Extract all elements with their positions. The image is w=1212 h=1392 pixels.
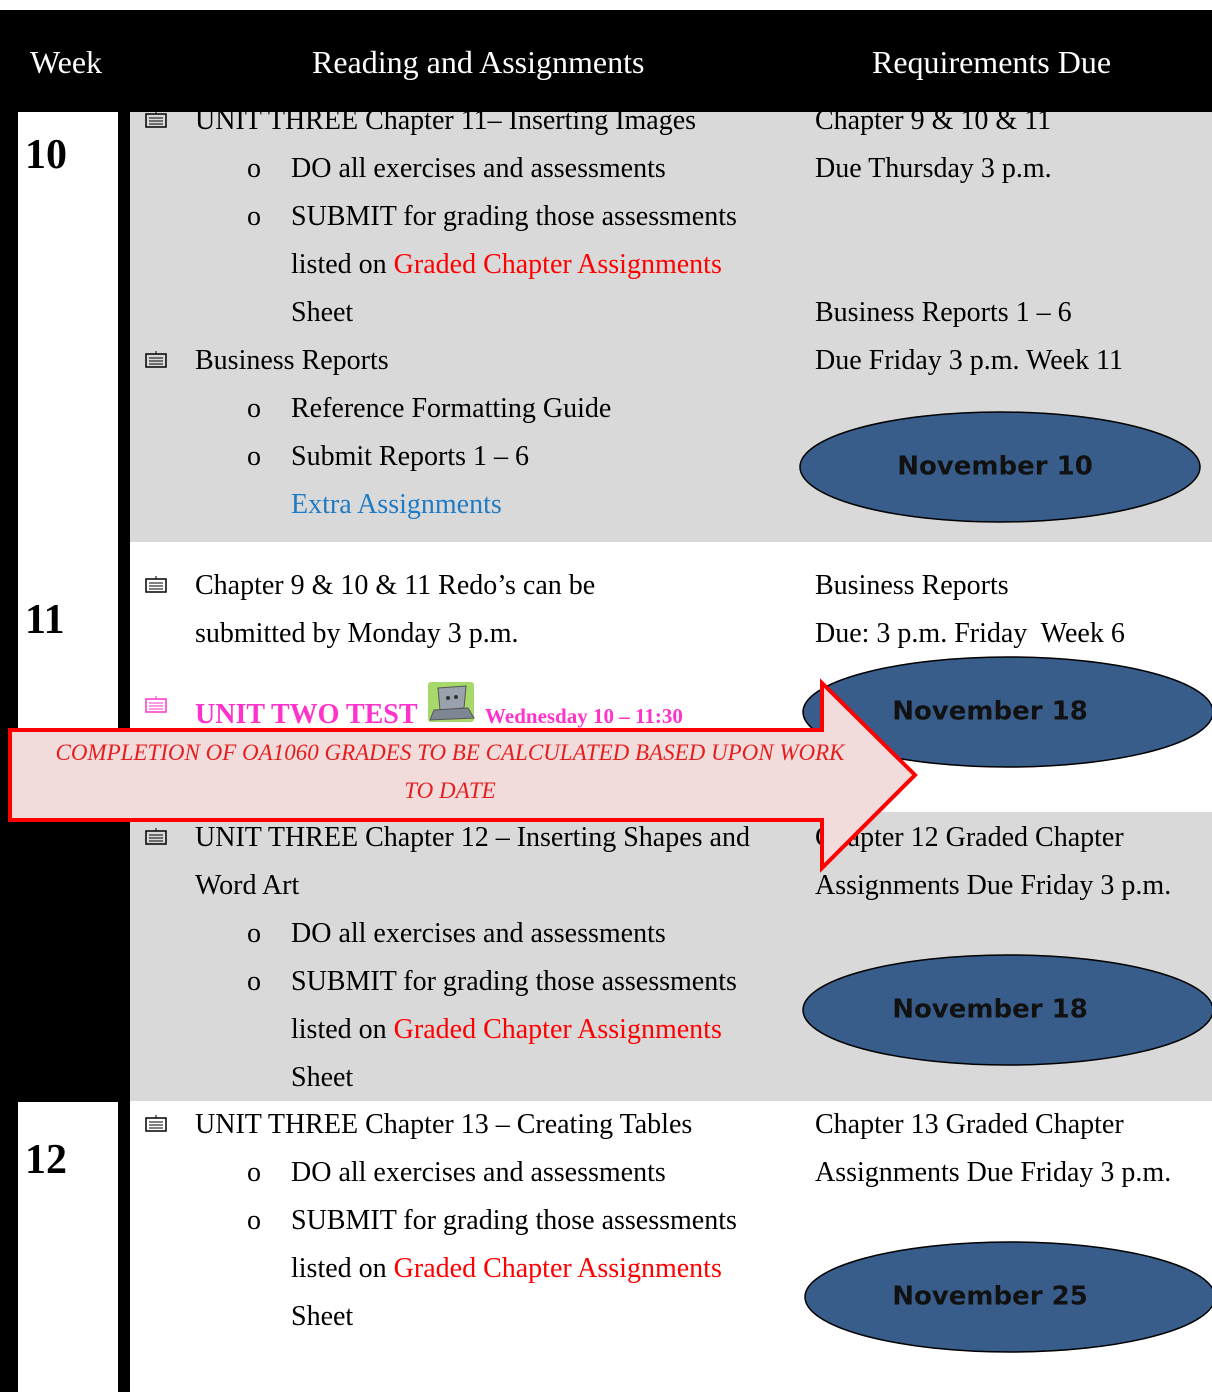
sub-text: SUBMIT for grading those assessments lis… xyxy=(291,966,737,1045)
sub-item: o SUBMIT for grading those assessments li… xyxy=(130,1197,790,1341)
item: Business Reports xyxy=(130,337,790,385)
due-text: Due Thursday 3 p.m. xyxy=(815,153,1052,184)
test-title: UNIT TWO TEST xyxy=(195,699,418,730)
sub-text: Submit Reports 1 – 6 xyxy=(291,441,530,472)
item: UNIT THREE Chapter 12 – Inserting Shapes… xyxy=(130,814,790,910)
item-text: UNIT THREE Chapter 12 – Inserting Shapes… xyxy=(195,822,750,901)
sub-text: DO all exercises and assessments xyxy=(291,1157,666,1188)
test-item: UNIT TWO TEST Wednesday 10 – 11:30 xyxy=(130,682,790,740)
week-number: 11 xyxy=(25,597,65,643)
sub-item: o Reference Formatting Guide xyxy=(130,385,790,433)
date-ellipse xyxy=(804,1241,1212,1353)
reading-cell: UNIT THREE Chapter 13 – Creating Tables … xyxy=(130,1101,790,1341)
sub-text: DO all exercises and assessments xyxy=(291,918,666,949)
item-text: Chapter 9 & 10 & 11 Redo’s can be submit… xyxy=(195,570,596,649)
due-cell: Chapter 12 Graded Chapter Assignments Du… xyxy=(815,814,1180,910)
bullet: o xyxy=(247,1157,261,1188)
test-time: Wednesday 10 – 11:30 xyxy=(485,704,683,728)
sub-text: DO all exercises and assessments xyxy=(291,153,666,184)
item-text: UNIT THREE Chapter 13 – Creating Tables xyxy=(195,1109,693,1140)
sub-text: SUBMIT for grading those assessments lis… xyxy=(291,1205,737,1284)
item: Chapter 9 & 10 & 11 Redo’s can be submit… xyxy=(130,562,615,658)
item-text: Business Reports xyxy=(195,345,389,376)
keyboard-icon xyxy=(145,111,167,128)
sub-text: Sheet xyxy=(291,1062,354,1093)
item: UNIT THREE Chapter 13 – Creating Tables xyxy=(130,1101,790,1149)
date-label: November 25 xyxy=(892,1282,1088,1312)
due-cell: Business Reports Due: 3 p.m. Friday Week… xyxy=(815,562,1195,658)
bullet: o xyxy=(247,153,261,184)
reading-cell: Chapter 9 & 10 & 11 Redo’s can be submit… xyxy=(130,562,790,740)
due-text: Chapter 12 Graded Chapter Assignments Du… xyxy=(815,822,1172,901)
reading-cell: UNIT THREE Chapter 11– Inserting Images … xyxy=(130,97,790,529)
sub-item: o SUBMIT for grading those assessments li… xyxy=(130,958,790,1102)
due-text: Due Friday 3 p.m. Week 11 xyxy=(815,345,1124,376)
date-label: November 18 xyxy=(892,697,1088,727)
bullet: o xyxy=(247,966,261,997)
left-border xyxy=(0,112,18,1392)
header-reading: Reading and Assignments xyxy=(312,44,645,80)
sub-text: Sheet xyxy=(291,297,354,328)
due-text: Business Reports xyxy=(815,570,1009,601)
sub-item: o Submit Reports 1 – 6 Extra Assignments xyxy=(130,433,591,529)
bullet: o xyxy=(247,441,261,472)
header-due: Requirements Due xyxy=(872,44,1112,80)
week-cell-empty xyxy=(0,812,130,1102)
due-cell: Chapter 13 Graded Chapter Assignments Du… xyxy=(815,1101,1180,1197)
sub-text: Reference Formatting Guide xyxy=(291,393,612,424)
link-text: Graded Chapter Assignments xyxy=(393,1014,722,1045)
notice-text: COMPLETION OF OA1060 GRADES TO BE CALCUL… xyxy=(55,740,845,803)
keyboard-icon xyxy=(145,828,167,845)
week-number: 10 xyxy=(25,132,67,178)
keyboard-icon xyxy=(145,351,167,368)
column-border xyxy=(118,112,130,1392)
bullet: o xyxy=(247,393,261,424)
laptop-icon xyxy=(428,682,475,722)
bullet: o xyxy=(247,1205,261,1236)
bullet: o xyxy=(247,918,261,949)
due-text: Due: 3 p.m. Friday Week 6 xyxy=(815,618,1125,649)
sub-item: o DO all exercises and assessments xyxy=(130,145,790,193)
keyboard-icon xyxy=(145,696,167,713)
sub-text: Sheet xyxy=(291,1301,354,1332)
due-text: Chapter 9 & 10 & 11 xyxy=(815,105,1052,136)
link-text: Graded Chapter Assignments xyxy=(393,249,722,280)
item: UNIT THREE Chapter 11– Inserting Images xyxy=(130,97,790,145)
sub-text: SUBMIT for grading those assessments lis… xyxy=(291,201,737,280)
reading-cell: UNIT THREE Chapter 12 – Inserting Shapes… xyxy=(130,814,790,1102)
item-text: UNIT THREE Chapter 11– Inserting Images xyxy=(195,105,697,136)
date-ellipse xyxy=(802,656,1212,768)
header-band xyxy=(0,10,1212,112)
header-week: Week xyxy=(30,44,103,80)
keyboard-icon xyxy=(145,576,167,593)
keyboard-icon xyxy=(145,1115,167,1132)
due-text: Chapter 13 Graded Chapter Assignments Du… xyxy=(815,1109,1172,1188)
notice-box: COMPLETION OF OA1060 GRADES TO BE CALCUL… xyxy=(55,740,845,803)
sub-item: o DO all exercises and assessments xyxy=(130,1149,790,1197)
link-text: Extra Assignments xyxy=(291,489,502,520)
due-text: Business Reports 1 – 6 xyxy=(815,297,1072,328)
sub-item: o SUBMIT for grading those assessments li… xyxy=(130,193,790,337)
sub-item: o DO all exercises and assessments xyxy=(130,910,790,958)
bullet: o xyxy=(247,201,261,232)
due-cell: Chapter 9 & 10 & 11 Due Thursday 3 p.m. … xyxy=(815,97,1180,385)
week-number: 12 xyxy=(25,1137,67,1183)
link-text: Graded Chapter Assignments xyxy=(393,1253,722,1284)
